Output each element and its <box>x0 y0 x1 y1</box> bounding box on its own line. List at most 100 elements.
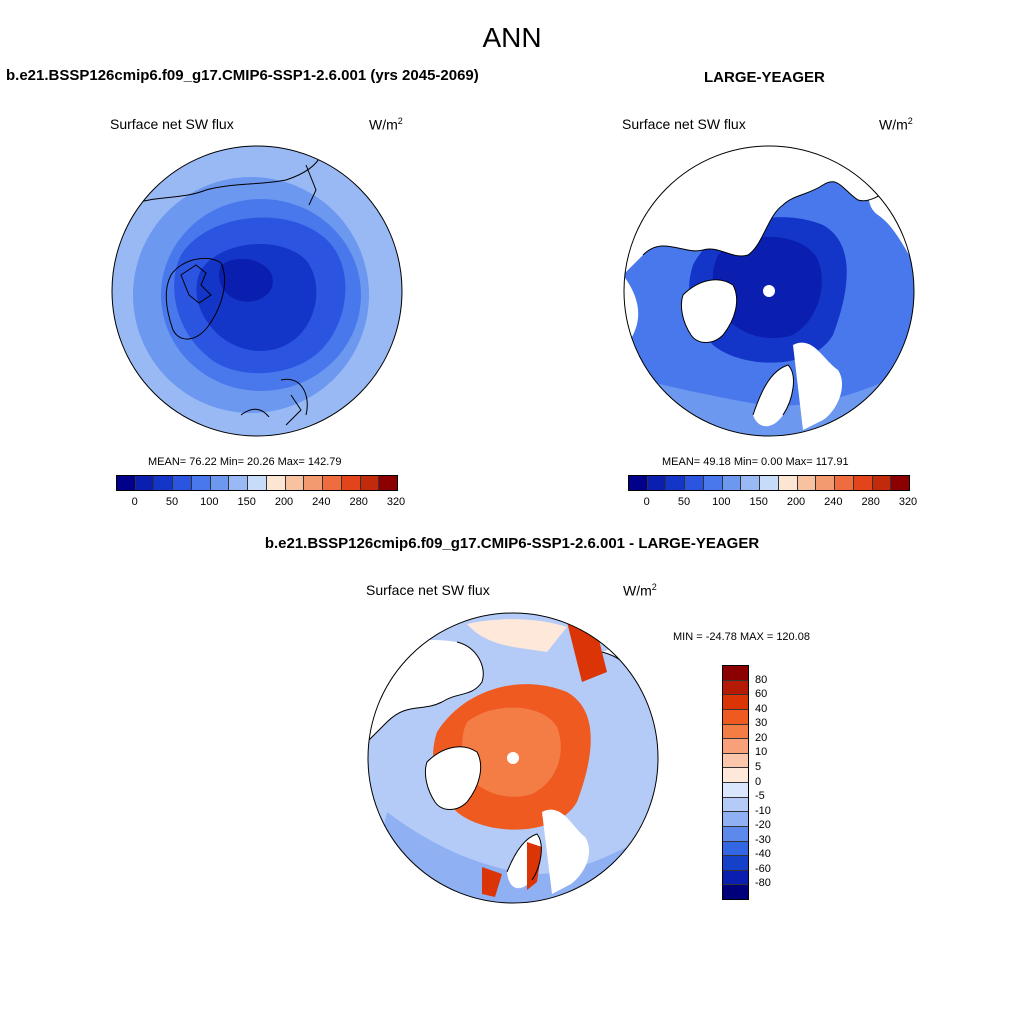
difference-polar-map <box>367 612 659 904</box>
colorbar-swatch <box>647 476 667 490</box>
colorbar-swatch <box>872 476 892 490</box>
colorbar-swatch <box>723 768 748 783</box>
colorbar-swatch <box>723 826 748 842</box>
colorbar-tick: 0 <box>755 775 762 788</box>
colorbar-tick: 50 <box>165 496 179 508</box>
coastline-greenland <box>424 746 482 810</box>
colorbar-tick: 30 <box>755 717 768 730</box>
colorbar-tick: 200 <box>274 496 294 508</box>
land-russia <box>793 342 843 430</box>
colorbar-swatch <box>741 476 761 490</box>
obs-polar-map <box>623 145 915 437</box>
colorbar-tick-labels: 80 60 40 30 20 10 5 0 -5 -10 -20 -30 -40 -60 -80 <box>755 665 795 898</box>
colorbar-tick: -80 <box>755 877 771 890</box>
colorbar-swatch <box>816 476 836 490</box>
summary-stats: MEAN= 76.22 Min= 20.26 Max= 142.79 <box>148 456 342 468</box>
coastline-greenland <box>165 257 226 340</box>
colorbar-tick-labels: 0 50 100 150 200 240 280 320 <box>116 496 406 510</box>
colorbar-swatch <box>135 476 155 490</box>
colorbar-swatch <box>304 476 324 490</box>
coastline-scandinavia <box>752 364 794 416</box>
summary-stats: MIN = -24.78 MAX = 120.08 <box>673 631 810 643</box>
colorbar-swatch <box>891 476 910 490</box>
coastal-low-anomaly <box>467 619 567 652</box>
variable-label: Surface net SW flux <box>622 116 746 132</box>
colorbar-swatch <box>248 476 267 490</box>
colorbar-swatch <box>723 695 748 710</box>
colorbar-tick: -40 <box>755 848 771 861</box>
units-label: W/m2 <box>369 116 403 133</box>
colorbar-tick-labels: 0 50 100 150 200 240 280 320 <box>628 496 918 510</box>
colorbar-tick: -60 <box>755 862 771 875</box>
colorbar-swatch <box>723 783 748 798</box>
colorbar <box>722 665 749 900</box>
colorbar-swatch <box>360 476 380 490</box>
colorbar-tick: 80 <box>755 673 768 686</box>
land-greenland <box>681 279 737 343</box>
coastline-scandinavia <box>506 833 542 881</box>
colorbar-swatch <box>853 476 873 490</box>
colorbar-swatch <box>722 476 742 490</box>
colorbar-tick: -10 <box>755 804 771 817</box>
figure-title: ANN <box>482 22 542 53</box>
colorbar-swatch <box>341 476 361 490</box>
colorbar-swatch <box>835 476 854 490</box>
difference-title: b.e21.BSSP126cmip6.f09_g17.CMIP6-SSP1-2.… <box>264 535 760 552</box>
colorbar-tick: -20 <box>755 819 771 832</box>
coastline-north-america <box>642 174 914 257</box>
colorbar-swatch <box>685 476 704 490</box>
land-scandinavia <box>753 365 794 427</box>
colorbar-tick: 100 <box>712 496 731 508</box>
colorbar <box>116 475 398 491</box>
low-flux-pocket <box>219 258 273 302</box>
colorbar-tick: 320 <box>898 496 918 508</box>
coastline-greenland <box>680 279 738 343</box>
colorbar-swatch <box>723 680 748 696</box>
coastline-north-america <box>130 154 322 206</box>
colorbar-tick: 50 <box>677 496 691 508</box>
colorbar-tick: 0 <box>131 496 138 508</box>
colorbar-swatch <box>173 476 192 490</box>
colorbar-swatch <box>229 476 249 490</box>
coastline-alaska <box>305 164 317 206</box>
colorbar-swatch <box>154 476 174 490</box>
colorbar-swatch <box>629 476 648 490</box>
coastline-eurasia <box>280 378 308 426</box>
coastline-north-america <box>368 641 484 743</box>
colorbar-tick: -5 <box>755 790 765 803</box>
colorbar-swatch <box>379 476 398 490</box>
colorbar <box>628 475 910 491</box>
colorbar-swatch <box>285 476 305 490</box>
colorbar-swatch <box>723 739 748 754</box>
colorbar-tick: 60 <box>755 688 768 701</box>
pole-hole <box>507 752 519 764</box>
colorbar-swatch <box>723 797 748 813</box>
colorbar-tick: 200 <box>786 496 806 508</box>
colorbar-tick: 0 <box>643 496 650 508</box>
colorbar-tick: 20 <box>755 731 768 744</box>
colorbar-swatch <box>723 724 748 740</box>
colorbar-swatch <box>760 476 779 490</box>
colorbar-swatch <box>723 666 748 681</box>
colorbar-tick: 240 <box>824 496 843 508</box>
coastline-scandinavia <box>240 408 270 418</box>
colorbar-swatch <box>778 476 798 490</box>
obs-case-title: LARGE-YEAGER <box>704 69 825 86</box>
colorbar-swatch <box>266 476 286 490</box>
negative-anomaly-band <box>368 812 658 903</box>
variable-label: Surface net SW flux <box>366 582 490 598</box>
colorbar-tick: -30 <box>755 833 771 846</box>
colorbar-swatch <box>723 812 748 827</box>
colorbar-tick: 280 <box>861 496 880 508</box>
colorbar-tick: 280 <box>349 496 368 508</box>
colorbar-swatch <box>723 856 748 871</box>
land-greenland <box>425 746 481 810</box>
colorbar-swatch <box>703 476 723 490</box>
arctic-core-anomaly <box>462 707 561 797</box>
colorbar-swatch <box>191 476 211 490</box>
colorbar-swatch <box>117 476 136 490</box>
colorbar-tick: 10 <box>755 746 768 759</box>
pole-hole <box>763 285 775 297</box>
coastline-archipelago <box>180 264 212 304</box>
colorbar-swatch <box>210 476 230 490</box>
